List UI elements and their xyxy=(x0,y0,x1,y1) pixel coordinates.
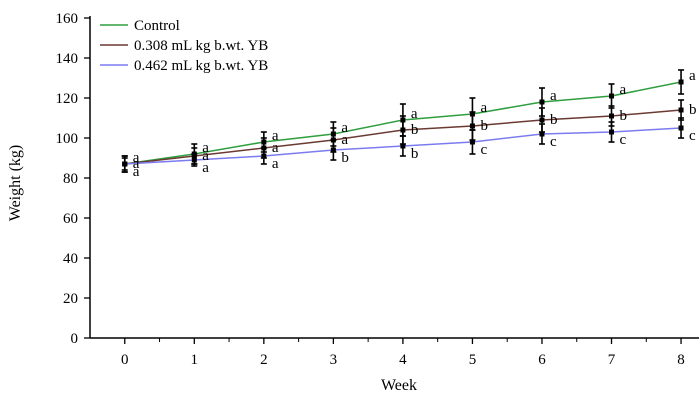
x-tick-label: 0 xyxy=(121,352,129,368)
error-bar xyxy=(469,129,476,155)
data-point xyxy=(678,125,684,131)
significance-letter: b xyxy=(620,108,628,124)
x-tick-label: 4 xyxy=(399,352,407,368)
significance-letter: a xyxy=(202,148,209,164)
error-bar xyxy=(399,135,406,157)
error-bar xyxy=(608,83,615,109)
significance-letter: b xyxy=(411,122,419,138)
significance-letter: a xyxy=(272,156,279,172)
error-bar xyxy=(678,69,685,95)
x-tick-label: 7 xyxy=(608,352,616,368)
data-point xyxy=(609,93,615,99)
significance-letter: a xyxy=(272,140,279,156)
data-point xyxy=(609,129,615,135)
y-tick-label: 60 xyxy=(63,211,78,227)
error-bar xyxy=(538,123,545,145)
error-bar xyxy=(678,117,685,139)
significance-letter: a xyxy=(202,160,209,176)
legend: Control 0.308 mL kg b.wt. YB 0.462 mL kg b… xyxy=(100,18,268,74)
plot-area: aaa aa aa aaa a a ab b b b ba a a b b c c c c xyxy=(121,68,697,180)
legend-label-1: 0.308 mL kg b.wt. YB xyxy=(134,38,268,54)
significance-letter: b xyxy=(341,150,349,166)
x-tick-label: 2 xyxy=(260,352,268,368)
significance-letter: b xyxy=(550,112,558,128)
significance-letter: c xyxy=(620,132,627,148)
data-point xyxy=(191,157,197,163)
x-tick-label: 6 xyxy=(538,352,546,368)
legend-label-2: 0.462 mL kg b.wt. YB xyxy=(134,58,268,74)
significance-letter: a xyxy=(550,88,557,104)
y-tick-label: 20 xyxy=(63,291,78,307)
error-bar xyxy=(191,153,198,167)
data-point xyxy=(400,143,406,149)
y-tick-label: 80 xyxy=(63,171,78,187)
x-tick-label: 3 xyxy=(330,352,338,368)
data-point xyxy=(678,79,684,85)
y-tick-label: 160 xyxy=(56,11,79,27)
data-point xyxy=(539,99,545,105)
y-tick-label: 100 xyxy=(56,131,79,147)
y-axis-label: Weight (kg) xyxy=(7,145,24,221)
axes: 0 20 40 60 80 100 120 140 160 0 1 2 3 4 5 6 7 8 xyxy=(56,11,699,368)
data-point xyxy=(539,117,545,123)
error-bar xyxy=(121,155,128,173)
significance-letter: a xyxy=(341,120,348,136)
data-point xyxy=(122,161,128,167)
legend-label-0: Control xyxy=(134,18,180,34)
error-bar xyxy=(608,121,615,143)
significance-letter: b xyxy=(689,102,697,118)
significance-letter: a xyxy=(411,106,418,122)
data-point xyxy=(609,113,615,119)
significance-letter: a xyxy=(689,68,696,84)
significance-letter: c xyxy=(480,142,487,158)
significance-letter: c xyxy=(689,128,696,144)
significance-letter: c xyxy=(550,134,557,150)
y-tick-label: 0 xyxy=(71,331,79,347)
significance-letter: a xyxy=(133,164,140,180)
error-bar xyxy=(678,99,685,121)
data-point xyxy=(469,123,475,129)
y-tick-label: 120 xyxy=(56,91,79,107)
x-tick-label: 5 xyxy=(469,352,477,368)
data-point xyxy=(469,139,475,145)
significance-letter: a xyxy=(341,132,348,148)
error-bar xyxy=(260,147,267,165)
significance-letter: a xyxy=(133,150,140,166)
data-point xyxy=(400,127,406,133)
significance-letter: b xyxy=(480,118,488,134)
significance-letter: a xyxy=(202,140,209,156)
x-tick-label: 1 xyxy=(191,352,199,368)
data-point xyxy=(678,107,684,113)
y-tick-label: 140 xyxy=(56,51,79,67)
y-tick-label: 40 xyxy=(63,251,78,267)
data-point xyxy=(539,131,545,137)
significance-letter: a xyxy=(480,100,487,116)
error-bar xyxy=(330,139,337,161)
data-point xyxy=(330,147,336,153)
significance-letter: a xyxy=(620,82,627,98)
significance-letter: b xyxy=(411,146,419,162)
data-point xyxy=(261,153,267,159)
x-axis-label: Week xyxy=(381,377,417,394)
x-tick-label: 8 xyxy=(677,352,685,368)
significance-letter: a xyxy=(272,128,279,144)
significance-letter: a xyxy=(133,156,140,172)
